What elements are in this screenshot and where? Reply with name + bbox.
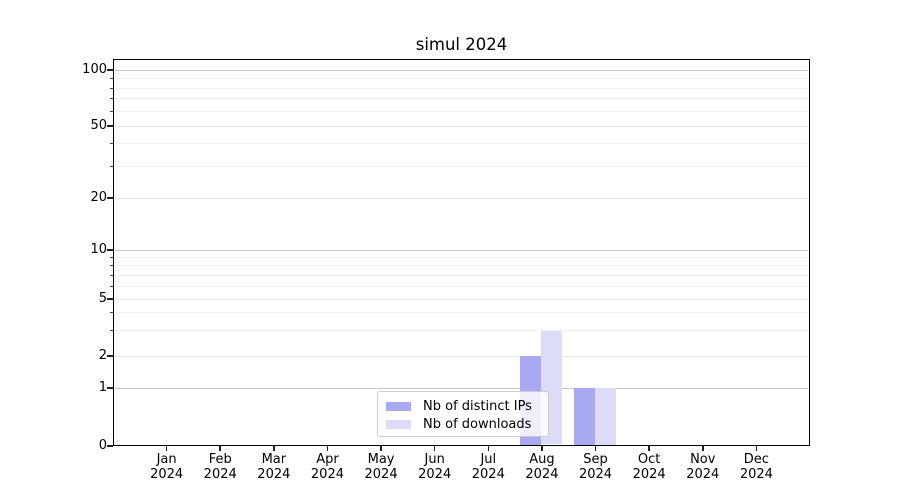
- x-tick-label: Jul 2024: [471, 452, 505, 482]
- y-tick: [107, 445, 113, 447]
- minor-gridline: [115, 312, 808, 314]
- y-minor-tick: [109, 78, 113, 79]
- x-tick: [380, 446, 382, 451]
- legend-swatch-nb-of-downloads: [386, 419, 411, 429]
- y-tick: [107, 387, 113, 389]
- minor-gridline: [115, 330, 808, 332]
- plot-area: [113, 59, 810, 446]
- minor-gridline: [115, 98, 808, 100]
- minor-gridline: [115, 165, 808, 167]
- y-tick-label: 20: [90, 190, 107, 205]
- x-tick-label: Sep 2024: [578, 452, 613, 482]
- legend-label: Nb of distinct IPs: [423, 398, 532, 414]
- y-minor-tick: [109, 143, 113, 145]
- x-tick-label: May 2024: [364, 452, 398, 482]
- major-gridline: [115, 125, 808, 127]
- major-gridline: [115, 298, 808, 300]
- y-tick-label: 100: [82, 62, 107, 77]
- y-tick-label: 0: [98, 438, 107, 453]
- y-minor-tick: [109, 274, 113, 276]
- y-tick: [107, 249, 113, 251]
- x-tick-label: Jun 2024: [418, 452, 452, 482]
- legend-swatch-nb-of-distinct-ips: [386, 401, 411, 411]
- x-tick-label: Feb 2024: [203, 452, 237, 482]
- bar-sep-nb-of-downloads: [595, 388, 617, 445]
- y-minor-tick: [109, 87, 113, 89]
- y-tick-label: 50: [90, 118, 107, 133]
- legend-label: Nb of downloads: [423, 416, 532, 432]
- y-minor-tick: [109, 285, 113, 287]
- y-tick: [107, 125, 113, 127]
- minor-gridline: [115, 143, 808, 145]
- x-tick-label: Aug 2024: [525, 452, 559, 482]
- minor-gridline: [115, 274, 808, 276]
- legend-row: Nb of distinct IPs: [378, 397, 548, 415]
- major-gridline: [115, 197, 808, 199]
- minor-gridline: [115, 78, 808, 79]
- chart-title: simul 2024: [415, 35, 508, 54]
- major-gridline: [115, 355, 808, 357]
- x-tick: [326, 446, 329, 451]
- legend-row: Nb of downloads: [378, 415, 548, 433]
- minor-gridline: [115, 285, 808, 287]
- x-tick-label: Jan 2024: [150, 452, 184, 482]
- y-minor-tick: [109, 265, 113, 267]
- y-minor-tick: [109, 312, 113, 314]
- x-tick: [219, 446, 221, 451]
- x-tick-label: Dec 2024: [739, 452, 773, 482]
- y-minor-tick: [109, 110, 113, 112]
- y-tick: [107, 197, 113, 199]
- y-tick: [107, 298, 113, 300]
- y-minor-tick: [109, 256, 113, 258]
- major-gridline: [115, 387, 808, 389]
- x-tick: [594, 446, 597, 451]
- minor-gridline: [115, 87, 808, 89]
- x-tick: [648, 446, 650, 451]
- y-tick-label: 2: [98, 348, 107, 363]
- x-tick: [433, 446, 436, 451]
- x-tick-label: Apr 2024: [310, 452, 344, 482]
- x-tick: [755, 446, 758, 451]
- y-minor-tick: [109, 330, 113, 332]
- y-minor-tick: [109, 98, 113, 100]
- legend: Nb of distinct IPs Nb of downloads: [377, 391, 549, 437]
- x-tick: [165, 446, 168, 451]
- x-tick-label: Oct 2024: [632, 452, 666, 482]
- minor-gridline: [115, 265, 808, 267]
- x-tick-label: Mar 2024: [257, 452, 291, 482]
- y-tick: [107, 355, 113, 357]
- minor-gridline: [115, 256, 808, 258]
- x-tick-label: Nov 2024: [686, 452, 720, 482]
- major-gridline: [115, 249, 808, 251]
- bar-sep-nb-of-distinct-ips: [574, 388, 596, 445]
- x-tick: [487, 446, 490, 451]
- y-tick-label: 5: [98, 291, 107, 306]
- major-gridline: [115, 69, 808, 71]
- y-tick-label: 1: [98, 380, 107, 395]
- x-tick: [273, 446, 275, 451]
- y-minor-tick: [109, 165, 113, 167]
- y-tick-label: 10: [90, 242, 107, 257]
- x-tick: [541, 446, 543, 451]
- x-tick: [702, 446, 704, 451]
- y-tick: [107, 69, 113, 71]
- minor-gridline: [115, 110, 808, 112]
